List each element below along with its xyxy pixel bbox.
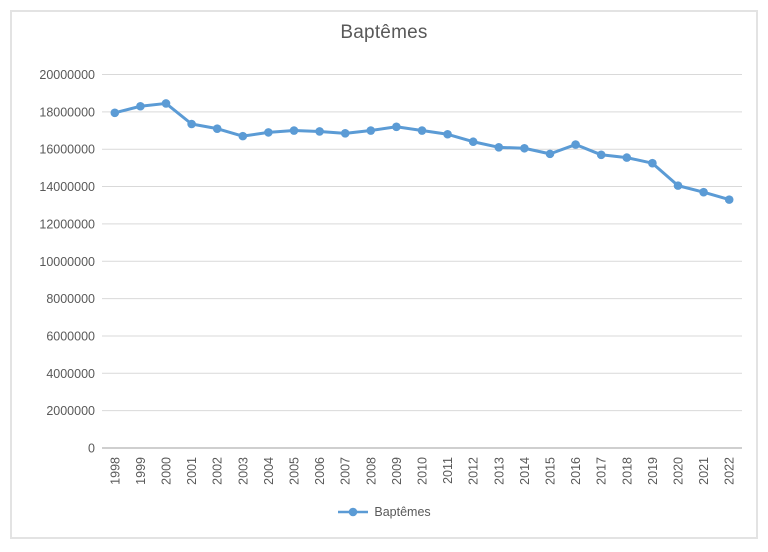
y-axis-tick-label: 2000000 xyxy=(46,404,95,418)
data-point-marker xyxy=(673,181,683,190)
data-point-marker xyxy=(520,143,529,153)
data-line xyxy=(113,101,731,202)
data-point-marker xyxy=(648,158,657,168)
data-point-marker xyxy=(289,126,299,135)
data-point-marker xyxy=(494,143,504,152)
x-axis-tick-label: 2017 xyxy=(595,457,609,485)
data-point-marker xyxy=(468,137,478,147)
data-point-marker xyxy=(392,122,401,132)
data-point-marker xyxy=(622,153,632,162)
chart-frame: Baptêmes 20000000 18000000 16000000 1400000… xyxy=(10,10,758,539)
y-axis-tick-label: 16000000 xyxy=(39,143,95,157)
y-axis-tick-label: 10000000 xyxy=(39,255,95,269)
x-axis-tick-label: 2014 xyxy=(518,457,532,485)
x-axis-tick-label: 2000 xyxy=(160,457,174,485)
y-axis-tick-label: 12000000 xyxy=(39,217,95,231)
x-axis-tick-label: 2004 xyxy=(262,457,276,485)
x-axis-tick-label: 2011 xyxy=(441,457,455,484)
x-axis-tick-label: 2009 xyxy=(390,457,404,485)
x-axis-tick-label: 2005 xyxy=(288,457,302,485)
x-axis-tick-label: 2002 xyxy=(211,457,225,485)
y-axis-tick-label: 6000000 xyxy=(46,329,95,343)
x-axis-tick-label: 2006 xyxy=(313,457,327,485)
x-axis-tick-label: 2015 xyxy=(544,457,558,485)
y-axis-tick-label: 18000000 xyxy=(39,105,95,119)
legend-line-marker-icon xyxy=(338,507,369,517)
legend-label: Baptêmes xyxy=(374,505,431,519)
data-point-marker xyxy=(596,150,606,160)
data-point-marker xyxy=(315,127,324,136)
x-axis-tick-label: 2020 xyxy=(672,457,686,485)
legend: Baptêmes xyxy=(12,505,756,519)
data-point-marker xyxy=(443,129,452,139)
x-axis-tick-label: 2022 xyxy=(723,457,737,485)
x-axis-tick-label: 2013 xyxy=(492,457,506,485)
x-axis-tick-label: 2016 xyxy=(569,457,583,485)
x-axis-tick-label: 1998 xyxy=(108,457,122,485)
data-point-marker xyxy=(417,126,427,135)
x-axis-tick-label: 2018 xyxy=(620,457,634,485)
x-axis-tick-label: 2021 xyxy=(697,457,711,485)
y-axis-tick-label: 0 xyxy=(88,442,95,456)
x-axis-tick-label: 1999 xyxy=(134,457,148,485)
data-point-marker xyxy=(187,119,196,129)
data-point-marker xyxy=(366,126,376,135)
line-chart-plot: 2000000018000000160000001400000012000000… xyxy=(39,68,742,485)
data-point-marker xyxy=(545,149,555,159)
y-axis-tick-label: 8000000 xyxy=(46,292,95,306)
y-axis-tick-label: 4000000 xyxy=(46,367,95,381)
data-point-marker xyxy=(110,108,120,118)
chart-title: Baptêmes xyxy=(340,22,428,43)
y-axis-tick-label: 14000000 xyxy=(39,180,95,194)
x-axis-tick-label: 2003 xyxy=(236,457,250,485)
data-point-marker xyxy=(161,99,171,108)
data-point-marker xyxy=(699,187,708,197)
data-point-marker xyxy=(340,129,350,138)
y-axis-tick-label: 20000000 xyxy=(39,68,95,82)
data-point-marker xyxy=(238,131,248,141)
x-axis-tick-label: 2001 xyxy=(185,457,199,485)
x-axis-tick-label: 2007 xyxy=(339,457,353,485)
x-axis-tick-label: 2008 xyxy=(364,457,378,485)
data-point-marker xyxy=(264,128,273,137)
x-axis-tick-label: 2010 xyxy=(416,457,430,485)
x-axis-tick-label: 2012 xyxy=(467,457,481,485)
data-point-marker xyxy=(724,195,734,204)
x-axis-tick-label: 2019 xyxy=(646,457,660,485)
data-point-marker xyxy=(212,124,222,133)
data-point-marker xyxy=(136,101,145,111)
data-point-marker xyxy=(571,140,580,149)
